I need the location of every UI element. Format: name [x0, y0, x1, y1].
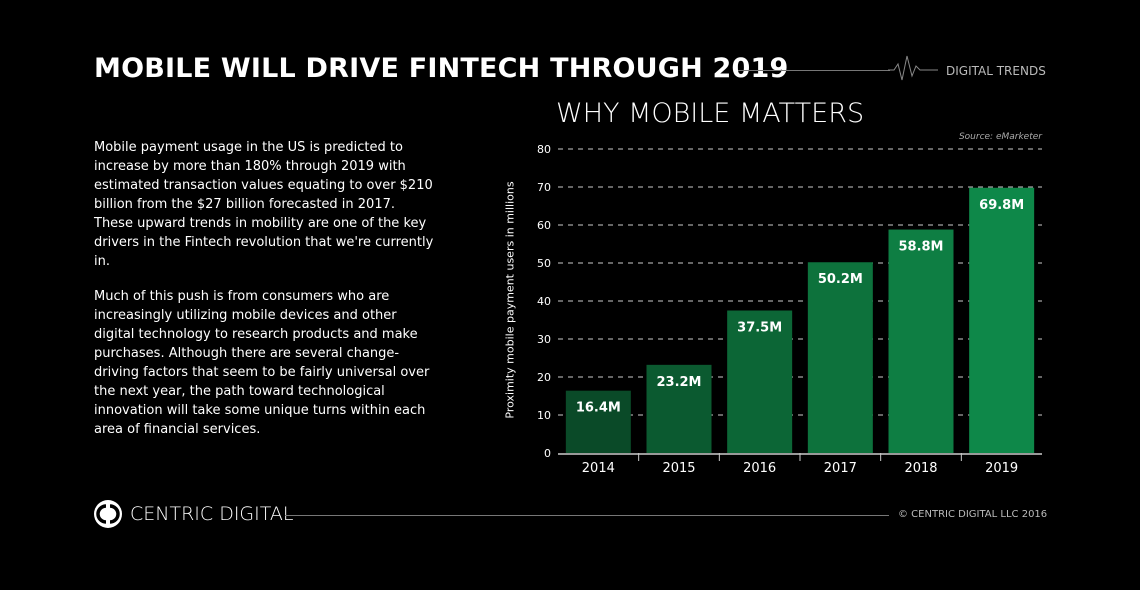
- bar: [727, 310, 793, 453]
- y-tick-label: 80: [537, 143, 551, 156]
- y-tick-label: 50: [537, 257, 551, 270]
- chart-source: Source: eMarketer: [958, 132, 1042, 142]
- bar: [888, 229, 954, 453]
- bar: [565, 390, 631, 453]
- copyright: © CENTRIC DIGITAL LLC 2016: [898, 509, 1048, 520]
- data-label: 58.8M: [898, 240, 943, 255]
- page-title: MOBILE WILL DRIVE FINTECH THROUGH 2019: [94, 53, 789, 84]
- y-tick-label: 70: [537, 181, 551, 194]
- y-tick-label: 10: [537, 409, 551, 422]
- data-label: 37.5M: [737, 321, 782, 336]
- y-tick-label: 0: [544, 447, 551, 460]
- bar: [807, 262, 873, 453]
- section-tag: DIGITAL TRENDS: [946, 64, 1046, 78]
- y-tick-label: 30: [537, 333, 551, 346]
- centric-logo-icon: [94, 500, 122, 528]
- footer-divider: [285, 515, 889, 516]
- heartbeat-icon: [888, 55, 938, 81]
- y-tick-label: 60: [537, 219, 551, 232]
- paragraph-1: Mobile payment usage in the US is predic…: [94, 140, 434, 269]
- bar: [969, 187, 1035, 453]
- paragraph-2: Much of this push is from consumers who …: [94, 289, 430, 437]
- brand-name: CENTRIC DIGITAL: [130, 503, 294, 525]
- y-tick-label: 20: [537, 371, 551, 384]
- brand-logo: CENTRIC DIGITAL: [94, 500, 293, 528]
- x-tick-label: 2015: [662, 461, 695, 476]
- data-label: 50.2M: [818, 272, 863, 287]
- x-tick-label: 2016: [743, 461, 776, 476]
- data-label: 69.8M: [979, 198, 1024, 213]
- data-label: 23.2M: [656, 375, 701, 390]
- x-tick-label: 2014: [582, 461, 615, 476]
- x-tick-label: 2017: [824, 461, 857, 476]
- data-label: 16.4M: [576, 401, 621, 416]
- x-tick-label: 2019: [985, 461, 1018, 476]
- bar: [646, 364, 712, 453]
- y-tick-label: 40: [537, 295, 551, 308]
- chart-title: WHY MOBILE MATTERS: [556, 98, 865, 129]
- x-tick-label: 2018: [904, 461, 937, 476]
- divider: [738, 70, 890, 71]
